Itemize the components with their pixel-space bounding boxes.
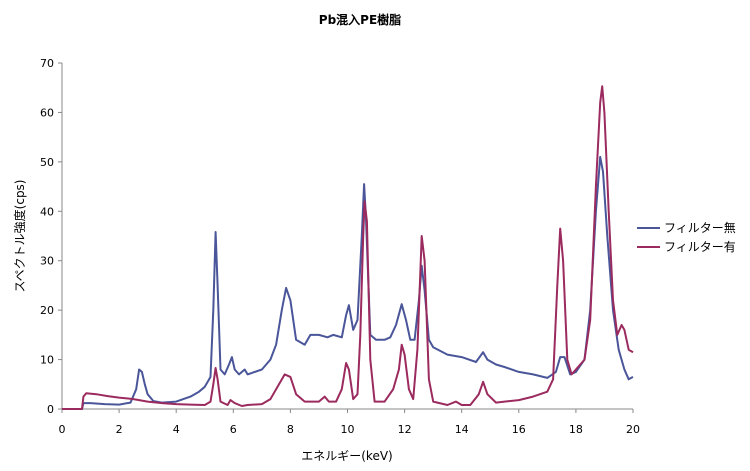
x-tick-label: 2	[116, 423, 123, 436]
y-axis-label: スペクトル強度(cps)	[12, 180, 27, 293]
x-tick-label: 0	[59, 423, 66, 436]
y-tick-label: 70	[40, 57, 54, 70]
y-tick-label: 0	[47, 403, 54, 416]
y-ticks: 0 10 20 30 40 50 60 70	[40, 57, 62, 416]
y-tick-label: 10	[40, 354, 54, 367]
x-tick-label: 16	[512, 423, 526, 436]
x-tick-label: 20	[626, 423, 640, 436]
x-tick-label: 12	[398, 423, 412, 436]
series-line-1	[62, 155, 634, 410]
plot-area	[61, 63, 633, 410]
y-tick-label: 50	[40, 156, 54, 169]
legend-label-1: フィルター無	[664, 220, 736, 235]
chart-title: Pb混入PE樹脂	[319, 12, 401, 27]
x-tick-label: 6	[230, 423, 237, 436]
x-tick-label: 18	[569, 423, 583, 436]
series-lines	[62, 85, 634, 410]
legend-label-2: フィルター有	[664, 240, 736, 254]
x-tick-label: 8	[287, 423, 294, 436]
x-tick-label: 14	[455, 423, 469, 436]
y-tick-label: 20	[40, 304, 54, 317]
y-tick-label: 30	[40, 255, 54, 268]
x-ticks: 0 2 4 6 8 10 12 14 16 18 20	[59, 409, 640, 436]
x-tick-label: 10	[341, 423, 355, 436]
x-tick-label: 4	[173, 423, 180, 436]
series-line-2	[62, 85, 634, 410]
y-tick-label: 40	[40, 205, 54, 218]
x-axis-label: エネルギー(keV)	[301, 449, 392, 463]
y-tick-label: 60	[40, 106, 54, 119]
